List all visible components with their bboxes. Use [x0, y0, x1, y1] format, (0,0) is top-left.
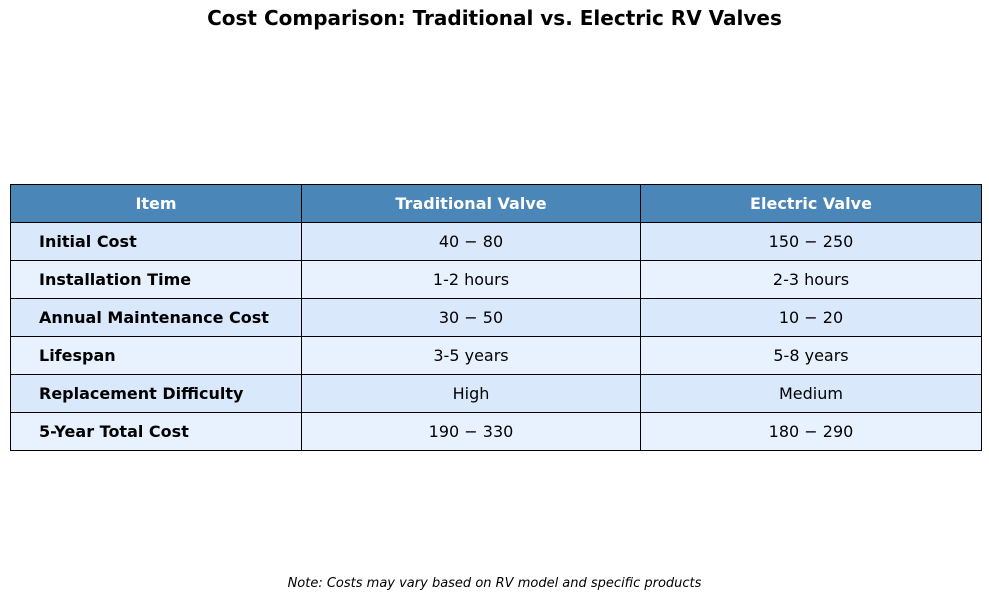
cell-item: Lifespan	[10, 336, 302, 375]
table-row: Installation Time 1-2 hours 2-3 hours	[10, 260, 982, 299]
cell-electric: 5-8 years	[640, 336, 982, 375]
table-row: Annual Maintenance Cost 30 − 50 10 − 20	[10, 298, 982, 337]
cell-traditional: 190 − 330	[301, 412, 641, 451]
cell-traditional: 1-2 hours	[301, 260, 641, 299]
cell-item: 5-Year Total Cost	[10, 412, 302, 451]
header-row: Item Traditional Valve Electric Valve	[10, 184, 982, 223]
cell-electric: 2-3 hours	[640, 260, 982, 299]
comparison-table: Item Traditional Valve Electric Valve In…	[10, 184, 982, 451]
cell-traditional: 30 − 50	[301, 298, 641, 337]
cell-electric: 180 − 290	[640, 412, 982, 451]
cell-item: Annual Maintenance Cost	[10, 298, 302, 337]
cell-electric: 150 − 250	[640, 222, 982, 261]
cell-item: Initial Cost	[10, 222, 302, 261]
table-row: Initial Cost 40 − 80 150 − 250	[10, 222, 982, 261]
cell-electric: Medium	[640, 374, 982, 413]
cell-item: Replacement Difficulty	[10, 374, 302, 413]
cell-traditional: High	[301, 374, 641, 413]
table-row: 5-Year Total Cost 190 − 330 180 − 290	[10, 412, 982, 451]
header-traditional: Traditional Valve	[301, 184, 641, 223]
header-electric: Electric Valve	[640, 184, 982, 223]
table-row: Lifespan 3-5 years 5-8 years	[10, 336, 982, 375]
cell-electric: 10 − 20	[640, 298, 982, 337]
table-row: Replacement Difficulty High Medium	[10, 374, 982, 413]
header-item: Item	[10, 184, 302, 223]
chart-title: Cost Comparison: Traditional vs. Electri…	[207, 6, 782, 30]
cell-traditional: 40 − 80	[301, 222, 641, 261]
cell-traditional: 3-5 years	[301, 336, 641, 375]
footnote: Note: Costs may vary based on RV model a…	[287, 576, 702, 591]
cell-item: Installation Time	[10, 260, 302, 299]
